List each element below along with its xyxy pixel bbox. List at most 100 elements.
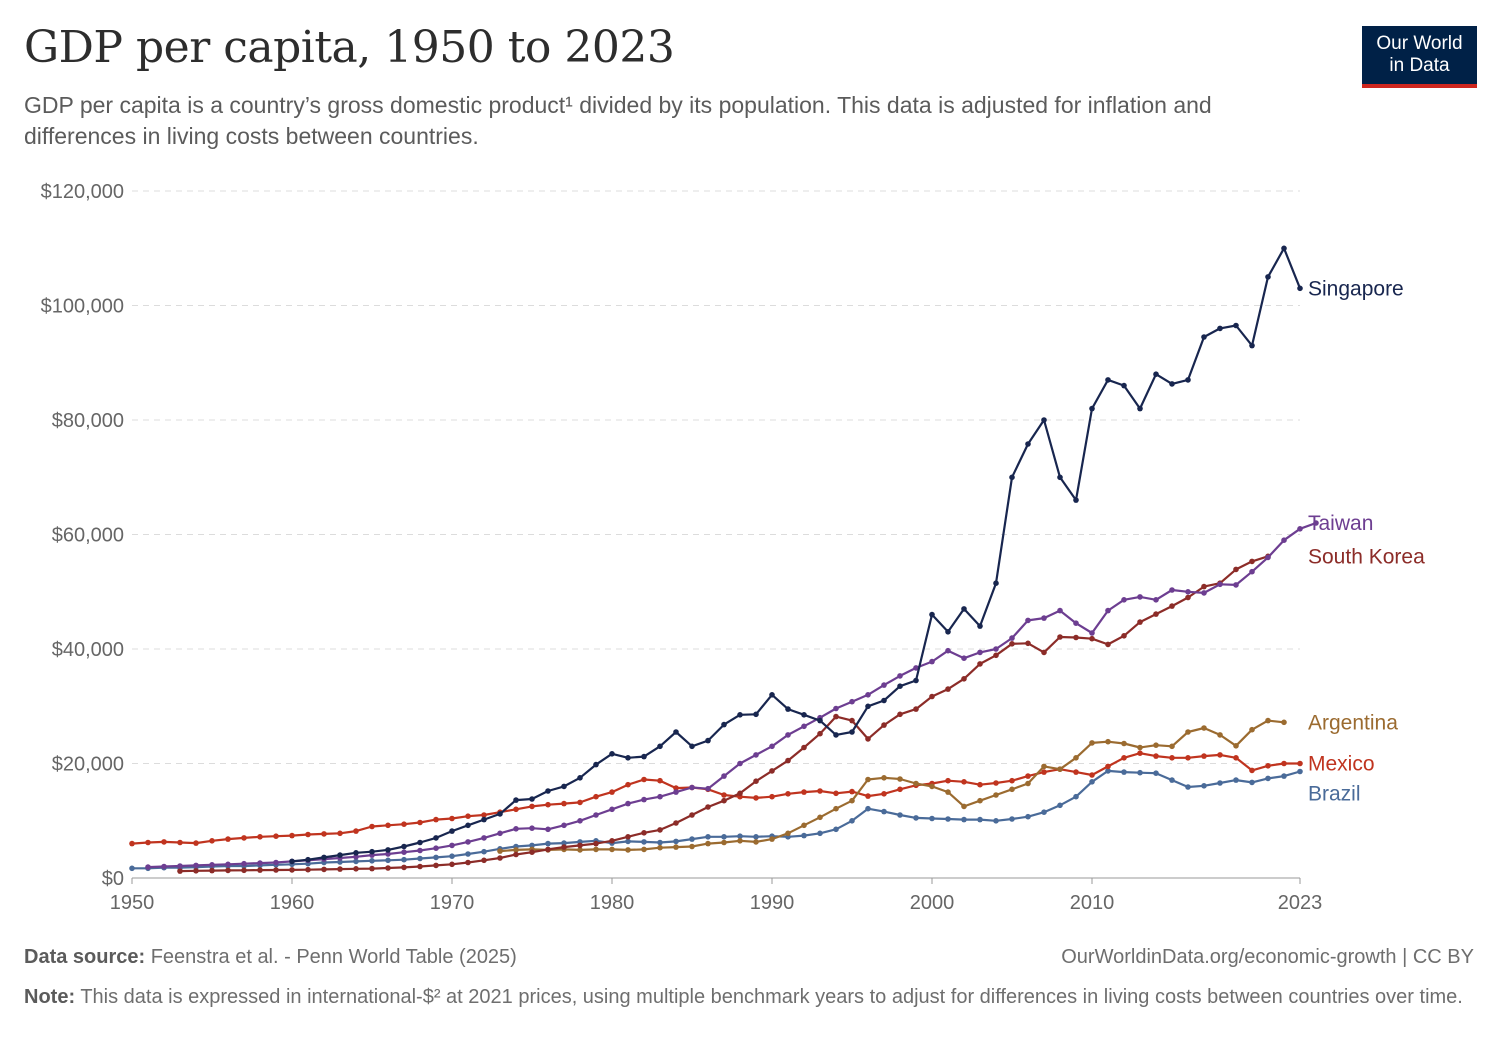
license-link[interactable]: OurWorldinData.org/economic-growth | CC … <box>1061 946 1474 968</box>
data-point <box>753 752 759 758</box>
data-point <box>1185 589 1191 595</box>
data-point <box>737 790 743 797</box>
y-tick-label: $40,000 <box>52 639 124 661</box>
data-point <box>1249 568 1255 575</box>
data-point <box>961 606 967 612</box>
data-point <box>1025 441 1031 447</box>
data-point <box>945 686 951 692</box>
data-point <box>1185 729 1191 735</box>
data-point <box>353 858 359 865</box>
data-point <box>881 697 887 704</box>
line-chart: $0 $20,000 $40,000 $60,000 $80,000 $100,000 $1… <box>41 181 1425 914</box>
data-point <box>897 673 903 679</box>
data-point <box>433 862 439 869</box>
data-point <box>817 830 823 837</box>
data-point <box>465 859 471 866</box>
data-point <box>721 797 727 804</box>
data-point <box>945 777 951 784</box>
data-point <box>673 729 679 735</box>
data-point <box>801 789 807 795</box>
data-point <box>449 828 455 834</box>
data-point <box>1153 611 1159 617</box>
data-point <box>465 813 471 819</box>
data-point <box>1057 634 1063 640</box>
data-point <box>721 834 727 840</box>
data-point <box>801 822 807 829</box>
data-point <box>1217 752 1223 758</box>
data-point <box>785 732 791 738</box>
data-point <box>801 712 807 718</box>
data-point <box>1265 274 1271 280</box>
data-point <box>945 629 951 635</box>
data-point <box>449 861 455 868</box>
data-point <box>833 790 839 797</box>
data-point <box>145 864 151 870</box>
data-point <box>657 839 663 846</box>
data-point <box>929 611 935 618</box>
data-point <box>417 819 423 826</box>
data-point <box>881 791 887 797</box>
y-tick-label: $100,000 <box>41 296 124 318</box>
data-point <box>1201 783 1207 789</box>
data-point <box>849 698 855 705</box>
data-point <box>881 682 887 688</box>
data-point <box>849 717 855 724</box>
data-point <box>513 806 519 813</box>
data-point <box>1201 725 1207 731</box>
data-point <box>1041 417 1047 423</box>
owid-logo[interactable]: Our World in Data <box>1362 26 1477 88</box>
data-point <box>609 806 615 813</box>
data-point <box>1089 772 1095 778</box>
data-point <box>1233 755 1239 761</box>
data-point <box>1313 520 1319 526</box>
data-point <box>353 850 359 856</box>
data-point <box>609 789 615 795</box>
data-point <box>625 755 631 761</box>
data-point <box>561 783 567 790</box>
data-point <box>625 834 631 840</box>
data-point <box>161 863 167 870</box>
data-point <box>1233 777 1239 783</box>
data-point <box>273 867 279 873</box>
data-point <box>417 863 423 870</box>
data-point <box>337 830 343 837</box>
data-point <box>209 867 215 874</box>
data-point <box>545 846 551 853</box>
data-point <box>817 788 823 794</box>
data-point <box>1073 793 1079 800</box>
data-point <box>1217 732 1223 738</box>
data-source-text[interactable]: Feenstra et al. - Penn World Table (2025… <box>150 946 517 968</box>
data-point <box>1025 773 1031 779</box>
data-point <box>705 834 711 840</box>
data-point <box>497 830 503 837</box>
data-point <box>833 826 839 833</box>
data-point <box>1185 594 1191 601</box>
data-point <box>977 661 983 667</box>
data-point <box>161 839 167 845</box>
data-point <box>1009 474 1015 481</box>
note-text: This data is expressed in international-… <box>80 986 1463 1008</box>
data-point <box>913 815 919 821</box>
data-point <box>545 826 551 833</box>
data-point <box>817 814 823 821</box>
data-point <box>689 812 695 818</box>
data-point <box>417 855 423 862</box>
data-point <box>401 821 407 827</box>
data-point <box>705 785 711 792</box>
data-point <box>241 835 247 841</box>
data-point <box>1105 607 1111 614</box>
data-point <box>561 840 567 846</box>
data-point <box>737 833 743 839</box>
data-point <box>657 743 663 750</box>
data-point <box>961 676 967 682</box>
data-point <box>1249 726 1255 733</box>
data-point <box>721 721 727 728</box>
x-tick-label: 1980 <box>590 892 635 914</box>
data-point <box>225 861 231 868</box>
data-point <box>241 860 247 867</box>
data-point <box>609 751 615 757</box>
data-point <box>1137 405 1143 412</box>
data-point <box>385 822 391 829</box>
x-tick-label: 2023 <box>1278 892 1323 914</box>
data-point <box>417 847 423 854</box>
